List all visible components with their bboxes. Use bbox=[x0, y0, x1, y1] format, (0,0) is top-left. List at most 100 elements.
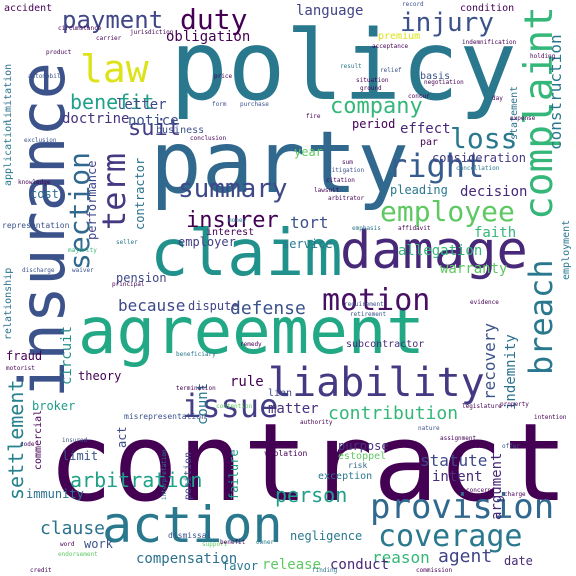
word-automobile: automobile bbox=[28, 73, 65, 80]
word-citation: citation bbox=[326, 177, 355, 184]
word-employee: employee bbox=[380, 195, 515, 228]
word-acceptance: acceptance bbox=[372, 43, 409, 50]
word-decision: decision bbox=[460, 184, 528, 200]
word-period: period bbox=[352, 117, 396, 131]
word-release: release bbox=[262, 557, 322, 573]
word-insured: insured bbox=[62, 437, 88, 444]
word-dispute: dispute bbox=[188, 299, 239, 313]
word-work: work bbox=[84, 537, 113, 551]
word-warranty: warranty bbox=[440, 261, 508, 277]
word-expense: expense bbox=[510, 115, 536, 122]
word-cost: cost bbox=[30, 187, 59, 201]
word-intention: intention bbox=[534, 414, 567, 421]
word-act: act bbox=[115, 426, 129, 448]
word-employment: employment bbox=[561, 219, 572, 280]
word-tort: tort bbox=[290, 213, 329, 232]
word-majority: majority bbox=[68, 247, 97, 254]
word-failure: failure bbox=[227, 449, 241, 500]
word-provision: provision bbox=[370, 487, 555, 527]
word-lien: lien bbox=[268, 388, 293, 399]
word-rule: rule bbox=[230, 374, 264, 390]
word-motion: motion bbox=[322, 283, 431, 318]
word-fire: fire bbox=[306, 113, 321, 120]
word-notice: notice bbox=[128, 113, 179, 129]
word-ground: ground bbox=[360, 85, 382, 92]
word-commission: commission bbox=[416, 567, 453, 574]
word-motorist: motorist bbox=[6, 365, 35, 372]
word-construction: construction bbox=[546, 34, 565, 150]
word-finding: finding bbox=[312, 567, 338, 574]
word-benefit-small: benefit bbox=[220, 539, 246, 546]
word-conclusion: conclusion bbox=[190, 135, 227, 142]
word-matter: matter bbox=[268, 401, 319, 417]
word-benefit: benefit bbox=[70, 90, 155, 114]
word-contention: contention bbox=[216, 403, 253, 410]
word-dismissal: dismissal bbox=[168, 531, 212, 540]
word-damage: damage bbox=[340, 221, 528, 281]
word-date: date bbox=[504, 554, 533, 568]
word-right: right bbox=[388, 147, 485, 185]
word-pension: pension bbox=[116, 271, 167, 285]
word-position: position bbox=[183, 451, 194, 500]
word-commercial: commercial bbox=[33, 409, 44, 470]
word-conduct: conduct bbox=[330, 557, 390, 573]
word-liability: liability bbox=[268, 360, 485, 406]
word-emphasis: emphasis bbox=[352, 225, 381, 232]
word-application: application bbox=[3, 119, 14, 186]
word-circumstance: circumstance bbox=[58, 25, 102, 32]
word-legislature: legislature bbox=[462, 403, 502, 410]
word-broker: broker bbox=[32, 399, 76, 413]
word-property: property bbox=[500, 401, 529, 408]
word-holding: holding bbox=[530, 53, 556, 60]
word-price: price bbox=[214, 73, 233, 80]
word-settlement: settlement bbox=[4, 379, 28, 500]
word-effect: effect bbox=[400, 121, 451, 137]
word-exception: exception bbox=[318, 471, 373, 482]
word-statute: statute bbox=[420, 451, 488, 470]
word-term: term bbox=[95, 152, 133, 230]
word-carrier: carrier bbox=[96, 35, 122, 42]
word-indemnity: indemnity bbox=[503, 334, 519, 410]
word-owner: owner bbox=[256, 539, 275, 546]
word-company: company bbox=[330, 94, 423, 119]
word-sum: sum bbox=[342, 159, 353, 166]
word-policy: policy bbox=[170, 10, 517, 122]
word-language: language bbox=[296, 3, 364, 19]
word-representation: representation bbox=[2, 221, 70, 230]
word-claim: claim bbox=[150, 217, 343, 291]
word-nature: nature bbox=[418, 425, 440, 432]
word-risk: risk bbox=[348, 461, 368, 470]
word-cancellation: cancellation bbox=[456, 165, 500, 172]
word-termination: termination bbox=[176, 385, 216, 392]
word-indemnification: indemnification bbox=[462, 39, 517, 46]
word-compensation: compensation bbox=[136, 551, 238, 567]
word-premium: premium bbox=[378, 31, 421, 42]
word-argument: argument bbox=[489, 452, 505, 520]
word-relief: relief bbox=[380, 67, 402, 74]
word-consideration: consideration bbox=[432, 151, 526, 165]
word-retirement: retirement bbox=[350, 311, 387, 318]
word-waiver: waiver bbox=[72, 267, 94, 274]
word-jurisdiction: jurisdiction bbox=[130, 29, 174, 36]
word-circuit: circuit bbox=[59, 325, 75, 385]
word-service: service bbox=[282, 237, 333, 251]
word-knowledge: knowledge bbox=[18, 179, 51, 186]
word-assignment: assignment bbox=[440, 435, 477, 442]
word-bad: bad bbox=[472, 443, 483, 450]
word-condition: condition bbox=[460, 3, 515, 14]
word-employer: employer bbox=[178, 235, 236, 249]
word-remedy: remedy bbox=[240, 341, 262, 348]
word-agent: agent bbox=[438, 546, 493, 567]
word-interest: interest bbox=[206, 227, 255, 238]
word-pleading: pleading bbox=[390, 183, 448, 197]
word-interpretation: interpretation bbox=[161, 449, 168, 500]
word-principal: principal bbox=[112, 281, 145, 288]
word-misrepresentation: misrepresentation bbox=[124, 412, 206, 421]
word-credit: credit bbox=[30, 567, 52, 574]
word-form: form bbox=[212, 101, 227, 108]
word-obligation: obligation bbox=[166, 29, 251, 45]
word-exclusion: exclusion bbox=[24, 137, 57, 144]
word-recovery: recovery bbox=[480, 322, 499, 400]
word-endorsement: endorsement bbox=[58, 551, 98, 558]
word-intent: intent bbox=[432, 469, 483, 485]
